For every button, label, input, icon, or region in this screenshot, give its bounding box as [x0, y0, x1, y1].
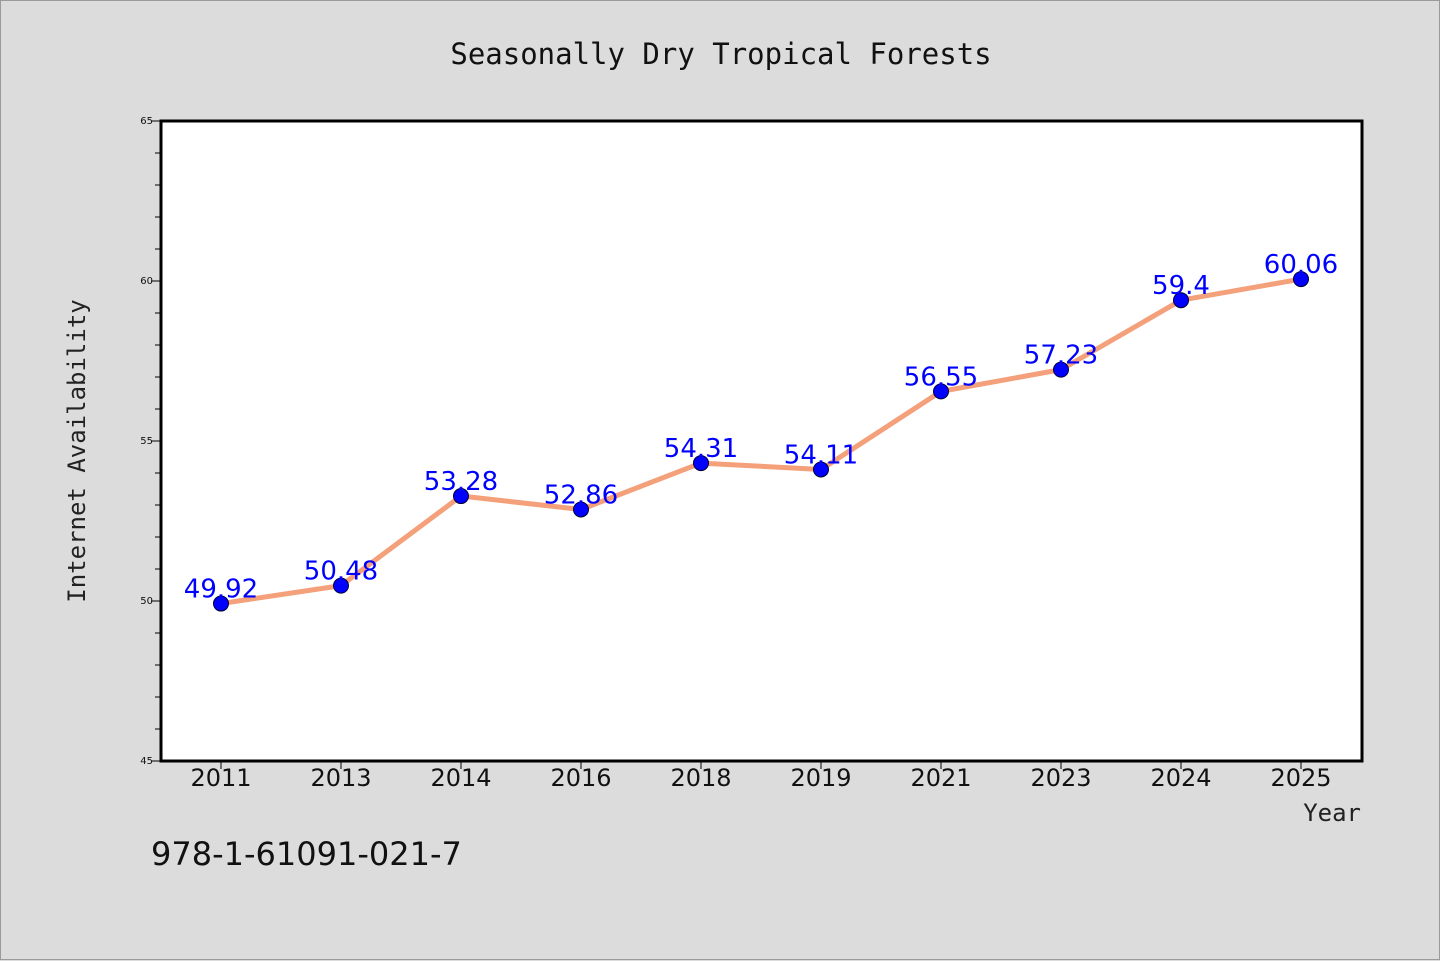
x-tick-label: 2018: [670, 764, 731, 792]
x-tick-label: 2016: [550, 764, 611, 792]
data-point-label: 54.11: [784, 440, 858, 470]
data-point-marker: [333, 577, 349, 594]
data-point-label: 52.86: [544, 480, 618, 510]
series-line: [218, 276, 1304, 607]
data-point-marker: [453, 488, 469, 505]
data-point-label: 59.4: [1152, 271, 1210, 301]
data-point-marker: [573, 501, 589, 518]
y-tick-label: 45: [140, 756, 153, 767]
data-point-marker: [693, 455, 709, 472]
data-point-marker: [1293, 271, 1309, 288]
y-axis-title: Internet Availability: [63, 299, 91, 602]
data-point-marker: [933, 383, 949, 400]
data-point-label: 56.55: [904, 362, 978, 392]
x-tick-label: 2013: [310, 764, 371, 792]
x-tick-label: 2021: [910, 764, 971, 792]
x-tick-label: 2023: [1030, 764, 1091, 792]
y-tick-label: 50: [140, 596, 153, 607]
data-label-layer: 49.92 50.48 53.28 52.86 54.31 54.11 56.55 57.23…: [184, 250, 1338, 604]
data-point-label: 53.28: [424, 467, 498, 497]
footnote-text: 978-1-61091-021-7: [151, 835, 462, 873]
x-axis: 2011 2013 2014 2016 2018 2019 2021 2023 2024 2025: [190, 761, 1332, 792]
data-point-label: 57.23: [1024, 341, 1098, 371]
x-tick-label: 2025: [1270, 764, 1331, 792]
data-point-label: 60.06: [1264, 250, 1338, 280]
x-tick-label: 2024: [1150, 764, 1211, 792]
data-point-marker: [1053, 361, 1069, 378]
data-point-label: 50.48: [304, 557, 378, 587]
plot-area: [159, 119, 1364, 763]
x-tick-label: 2014: [430, 764, 491, 792]
x-tick-label: 2019: [790, 764, 851, 792]
data-point-label: 54.31: [664, 434, 738, 464]
y-tick-label: 55: [140, 436, 153, 447]
x-tick-label: 2011: [190, 764, 251, 792]
x-axis-title: Year: [1303, 799, 1361, 827]
series-layer: [213, 271, 1309, 612]
y-tick-label: 60: [140, 276, 153, 287]
data-point-marker: [1173, 292, 1189, 309]
y-tick-label: 65: [140, 116, 153, 127]
data-point-label: 49.92: [184, 575, 258, 605]
data-point-marker: [213, 595, 229, 612]
chart-title: Seasonally Dry Tropical Forests: [450, 37, 991, 71]
y-axis: 45 50 55 60 65: [140, 116, 161, 767]
data-point-marker: [813, 461, 829, 478]
